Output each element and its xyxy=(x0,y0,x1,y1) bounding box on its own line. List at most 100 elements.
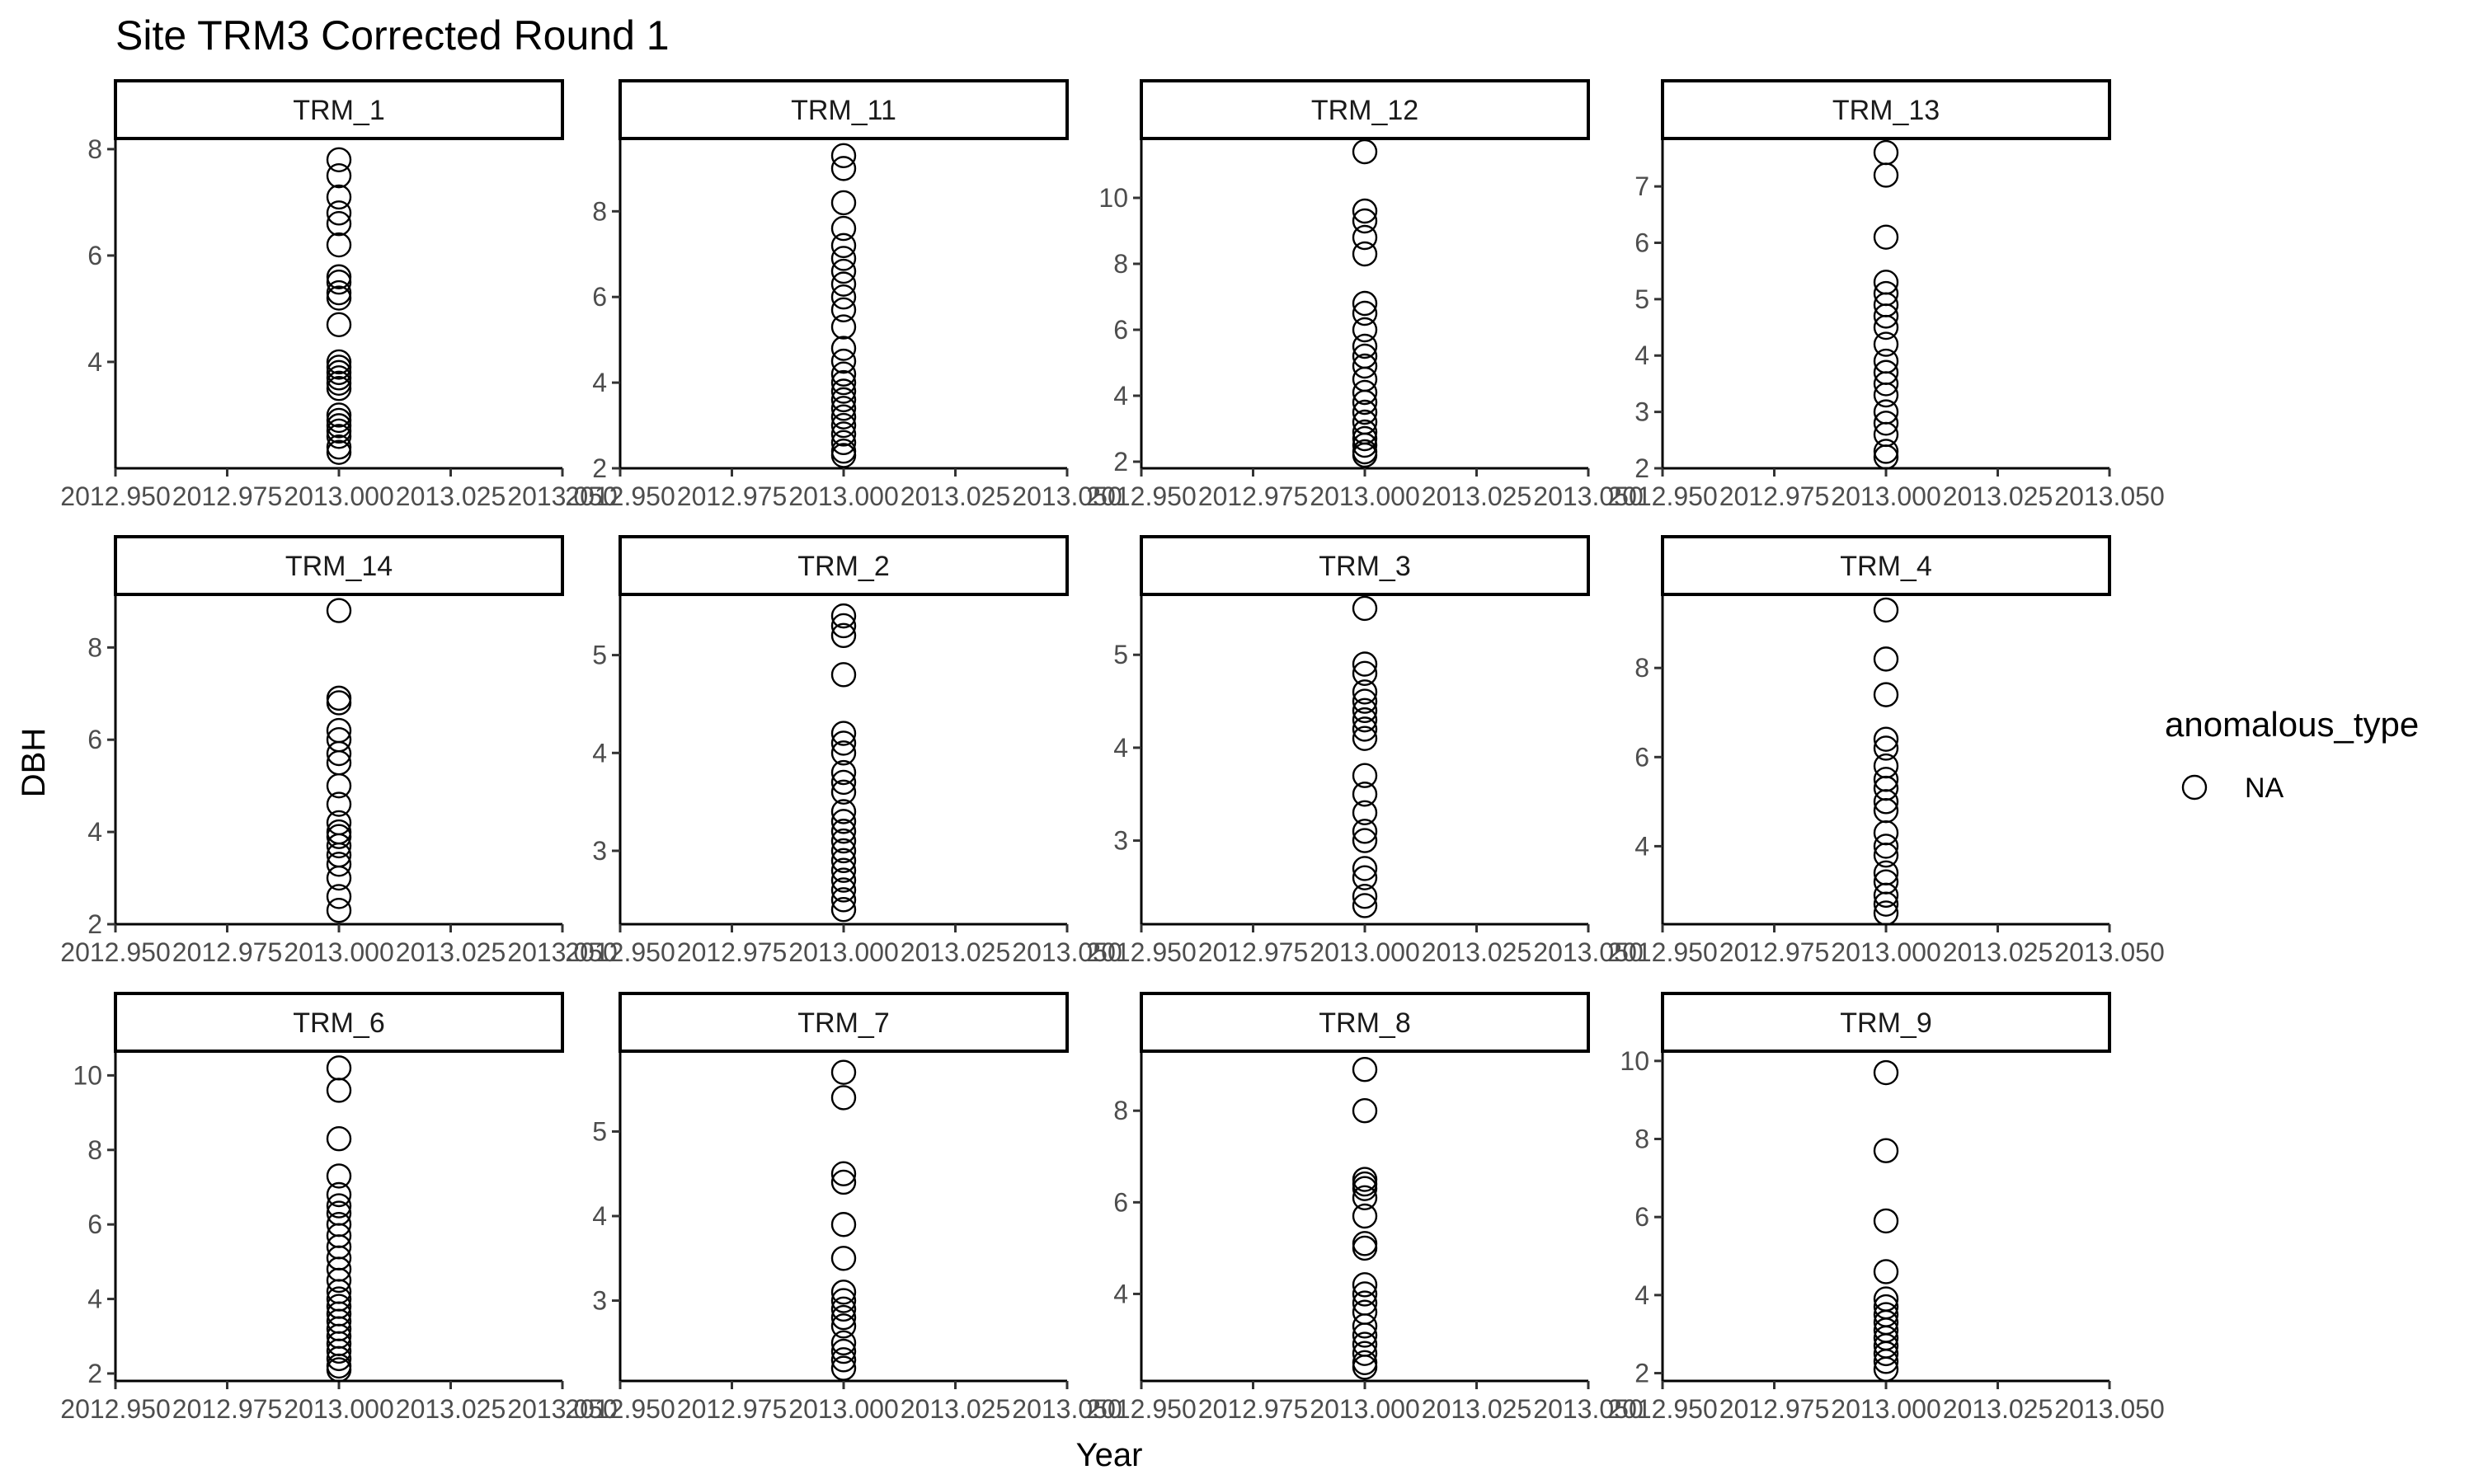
data-point xyxy=(1352,1057,1378,1082)
y-tick-label: 4 xyxy=(1634,831,1649,861)
data-point xyxy=(830,838,857,864)
facet-panel: TRM_7 3 4 5 2012.950 2012.975 2013.000 2013.025… xyxy=(565,992,1122,1424)
data-point xyxy=(1352,595,1378,622)
x-tick-label: 2013.025 xyxy=(1943,1394,2053,1424)
data-point xyxy=(1352,399,1378,425)
facet-strip-label: TRM_9 xyxy=(1840,1007,1931,1039)
y-tick-label: 3 xyxy=(1634,397,1649,427)
x-tick-label: 2013.000 xyxy=(1831,1394,1940,1424)
x-tick-label: 2013.025 xyxy=(901,937,1010,967)
data-point xyxy=(1873,314,1899,340)
x-tick-label: 2013.000 xyxy=(284,1394,393,1424)
x-tick-label: 2012.950 xyxy=(1086,1394,1196,1424)
x-tick-label: 2012.950 xyxy=(565,937,675,967)
facet-panel: TRM_2 3 4 5 2012.950 2012.975 2013.000 2013.025… xyxy=(565,535,1122,967)
x-tick-label: 2013.000 xyxy=(788,937,898,967)
x-tick-label: 2013.050 xyxy=(2054,1394,2164,1424)
data-point xyxy=(1352,389,1378,416)
x-tick-label: 2012.975 xyxy=(677,1394,787,1424)
y-tick-label: 6 xyxy=(87,1209,102,1239)
data-point xyxy=(830,232,857,259)
x-tick-label: 2012.975 xyxy=(1719,1394,1829,1424)
data-point xyxy=(1352,317,1378,343)
facet-strip-label: TRM_8 xyxy=(1319,1007,1410,1039)
y-tick-label: 2 xyxy=(87,909,102,939)
data-point xyxy=(830,603,857,629)
facet-strip xyxy=(1661,535,2111,596)
facet-strip xyxy=(618,992,1069,1053)
data-point xyxy=(830,215,857,242)
data-point xyxy=(326,439,352,465)
data-point xyxy=(1873,1259,1899,1284)
data-point xyxy=(1873,371,1899,397)
data-point xyxy=(326,1338,352,1364)
x-tick-label: 2013.025 xyxy=(396,1394,506,1424)
data-point xyxy=(830,799,857,824)
data-point xyxy=(830,378,857,404)
data-point xyxy=(1873,303,1899,329)
y-tick-label: 6 xyxy=(87,725,102,754)
data-point xyxy=(830,1338,857,1364)
data-point xyxy=(830,721,857,746)
data-point xyxy=(326,359,352,386)
facet-strip xyxy=(114,535,564,596)
y-tick-label: 6 xyxy=(1634,228,1649,257)
x-tick-label: 2013.025 xyxy=(901,481,1010,511)
data-point xyxy=(830,190,857,216)
data-point xyxy=(830,1355,857,1381)
x-tick-label: 2012.975 xyxy=(677,937,787,967)
data-point xyxy=(830,1347,857,1373)
data-point xyxy=(1352,1185,1378,1210)
data-point xyxy=(830,848,857,874)
data-point xyxy=(1873,646,1899,672)
facet-strip xyxy=(1661,79,2111,140)
data-point xyxy=(1352,432,1378,458)
y-tick-label: 2 xyxy=(87,1359,102,1388)
data-point xyxy=(1352,1313,1378,1339)
data-point xyxy=(830,779,857,805)
data-point xyxy=(1352,819,1378,844)
x-tick-label: 2012.975 xyxy=(1198,1394,1308,1424)
data-point xyxy=(1352,893,1378,918)
data-point xyxy=(830,314,857,340)
data-point xyxy=(830,1288,857,1313)
data-point xyxy=(830,662,857,688)
data-point xyxy=(1352,688,1378,714)
y-axis-title: DBH xyxy=(16,728,52,797)
data-point xyxy=(326,852,352,877)
y-tick-label: 2 xyxy=(592,453,607,483)
facet-strip-label: TRM_2 xyxy=(797,551,889,582)
data-point xyxy=(1352,865,1378,890)
y-tick-label: 6 xyxy=(1113,315,1128,345)
x-tick-label: 2012.975 xyxy=(1198,481,1308,511)
data-point xyxy=(326,312,352,338)
chart-title: Site TRM3 Corrected Round 1 xyxy=(115,12,670,59)
y-tick-label: 10 xyxy=(73,1060,102,1090)
facet-strip-label: TRM_14 xyxy=(285,551,393,582)
data-point xyxy=(326,424,352,449)
data-point xyxy=(1352,1176,1378,1201)
data-point xyxy=(326,407,352,434)
x-tick-label: 2013.025 xyxy=(901,1394,1010,1424)
data-point xyxy=(1873,726,1899,752)
facet-panel: TRM_4 4 6 8 2012.950 2012.975 2013.000 2013.025… xyxy=(1607,535,2165,967)
y-tick-label: 8 xyxy=(1634,1125,1649,1154)
data-point xyxy=(1352,1203,1378,1229)
data-point xyxy=(1352,353,1378,379)
y-tick-label: 8 xyxy=(1113,249,1128,279)
x-tick-label: 2013.000 xyxy=(1310,1394,1419,1424)
data-point xyxy=(1352,679,1378,705)
data-point xyxy=(326,370,352,396)
x-tick-label: 2012.950 xyxy=(1607,937,1717,967)
data-point xyxy=(830,1059,857,1085)
y-tick-label: 8 xyxy=(87,632,102,662)
y-tick-label: 8 xyxy=(592,196,607,226)
data-point xyxy=(326,418,352,444)
x-tick-label: 2012.950 xyxy=(1607,1394,1717,1424)
x-tick-label: 2012.950 xyxy=(60,937,170,967)
y-tick-label: 4 xyxy=(1113,1279,1128,1308)
data-point xyxy=(1352,224,1378,251)
